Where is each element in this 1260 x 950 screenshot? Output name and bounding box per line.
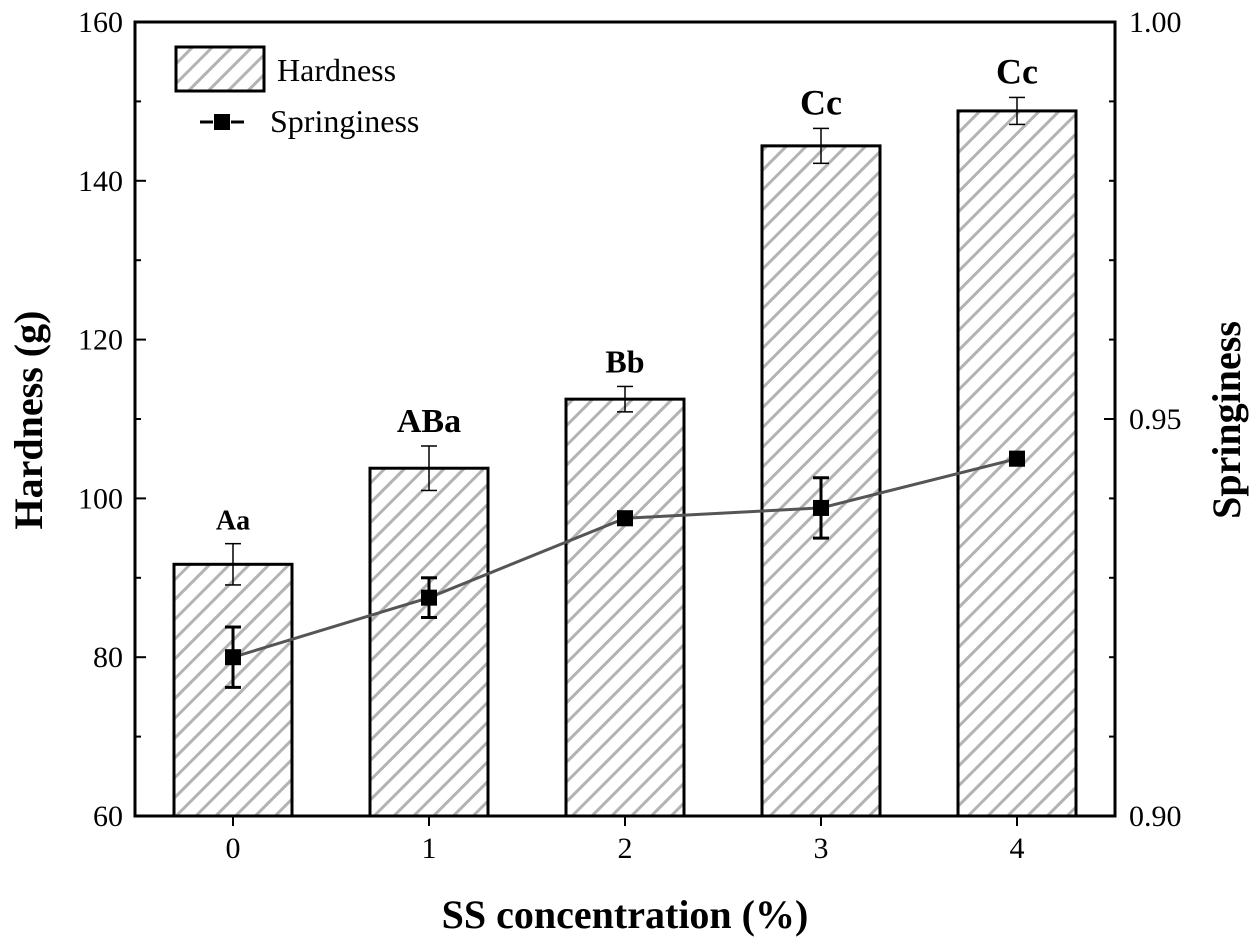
y-tick-label-160: 160 <box>78 6 123 39</box>
legend-hardness-swatch <box>174 45 266 93</box>
legend-hardness-label: Hardness <box>277 52 396 88</box>
y2-tick-label-0.95: 0.95 <box>1129 403 1182 436</box>
legend: Hardness Springiness <box>174 45 419 139</box>
y-tick-label-120: 120 <box>78 324 123 357</box>
hardness-bar-1 <box>368 466 490 818</box>
x-tick-label-3: 3 <box>814 832 829 865</box>
significance-label-1: ABa <box>397 403 461 440</box>
significance-label-3: Cc <box>800 82 842 122</box>
springiness-layer <box>225 450 1025 689</box>
axis-titles: SS concentration (%) Hardness (g) Spring… <box>6 311 1249 937</box>
x-axis-title: SS concentration (%) <box>442 892 809 937</box>
y2-axis-title: Springiness <box>1204 321 1249 519</box>
hardness-bar-2 <box>564 397 686 818</box>
y2-tick-label-1.00: 1.00 <box>1129 6 1182 39</box>
significance-label-0: Aa <box>216 506 250 537</box>
y-tick-label-140: 140 <box>78 165 123 198</box>
hardness-bar-0 <box>172 562 294 818</box>
springiness-marker-3 <box>813 499 829 516</box>
hardness-bar-3 <box>760 144 882 818</box>
y2-tick-label-0.90: 0.90 <box>1129 800 1182 833</box>
springiness-marker-0 <box>225 649 241 666</box>
y-tick-label-100: 100 <box>78 482 123 515</box>
y-tick-label-60: 60 <box>93 800 123 833</box>
springiness-marker-4 <box>1009 450 1025 467</box>
x-tick-label-1: 1 <box>422 832 437 865</box>
significance-label-4: Cc <box>996 51 1038 91</box>
significance-label-2: Bb <box>605 343 644 379</box>
y-axis-title: Hardness (g) <box>6 311 51 530</box>
ticks-layer: 60 80 100 120 140 160 0.90 0.95 1.00 0 1 2 3 4 <box>78 6 1182 865</box>
springiness-marker-2 <box>617 510 633 527</box>
x-tick-label-0: 0 <box>226 832 241 865</box>
legend-springiness-label: Springiness <box>270 103 419 139</box>
y-tick-label-80: 80 <box>93 641 123 674</box>
springiness-marker-1 <box>421 589 437 606</box>
x-tick-label-4: 4 <box>1010 832 1025 865</box>
bars-layer: Aa ABa Bb Cc Cc <box>172 51 1078 818</box>
x-tick-label-2: 2 <box>618 832 633 865</box>
legend-springiness-marker <box>214 114 230 130</box>
